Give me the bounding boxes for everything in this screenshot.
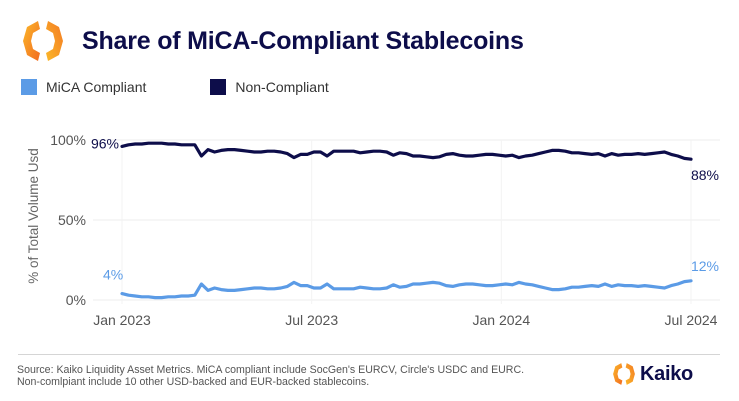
legend: MiCA Compliant Non-Compliant (21, 79, 393, 95)
data-annotations: 96% 88% 4% 12% (91, 135, 719, 282)
series-line-non-compliant (120, 141, 693, 161)
legend-label-mica: MiCA Compliant (46, 79, 147, 95)
source-line-2: Non-comlpiant include 10 other USD-backe… (17, 376, 370, 388)
data-label-mica-start: 4% (103, 267, 123, 283)
x-tick-label: Jul 2023 (285, 312, 338, 328)
series-lines (120, 141, 693, 300)
data-label-non-compliant-start: 96% (91, 135, 119, 151)
kaiko-brand-logo-icon (613, 363, 635, 385)
legend-swatch-mica (21, 79, 37, 95)
legend-item-non-compliant[interactable]: Non-Compliant (210, 79, 329, 95)
legend-label-non-compliant: Non-Compliant (235, 79, 329, 95)
y-axis-label: % of Total Volume Usd (26, 148, 41, 284)
legend-item-mica[interactable]: MiCA Compliant (21, 79, 146, 95)
source-line-1: Source: Kaiko Liquidity Asset Metrics. M… (17, 364, 525, 376)
logo-right-half (46, 21, 63, 61)
x-tick-label: Jul 2024 (665, 312, 718, 328)
gridlines (93, 139, 720, 304)
y-tick-label: 50% (58, 212, 86, 228)
chart-title: Share of MiCA-Compliant Stablecoins (82, 27, 524, 55)
legend-swatch-non-compliant (210, 79, 227, 95)
data-label-mica-end: 12% (691, 258, 719, 274)
kaiko-logo-icon (23, 21, 63, 61)
footer-divider (18, 354, 720, 355)
x-tick-label: Jan 2024 (473, 312, 531, 328)
data-label-non-compliant-end: 88% (691, 167, 719, 183)
x-tick-labels: Jan 2023 Jul 2023 Jan 2024 Jul 2024 (93, 312, 717, 328)
y-tick-label: 100% (50, 132, 86, 148)
x-tick-label: Jan 2023 (93, 312, 151, 328)
source-note: Source: Kaiko Liquidity Asset Metrics. M… (17, 364, 524, 388)
y-tick-label: 0% (66, 292, 86, 308)
series-line-mica-compliant (120, 279, 693, 300)
kaiko-brand: Kaiko (612, 362, 693, 386)
y-tick-labels: 0% 50% 100% (50, 132, 86, 308)
logo-left-half (23, 21, 40, 61)
brand-name: Kaiko (640, 362, 693, 385)
